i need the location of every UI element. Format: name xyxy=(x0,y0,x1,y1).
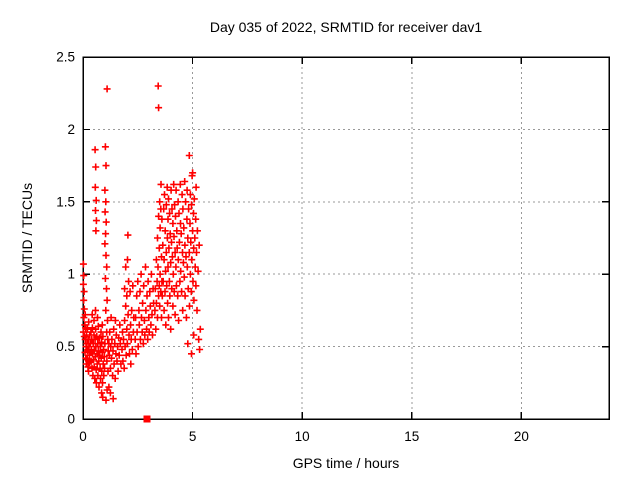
plot-border xyxy=(82,56,610,420)
y-tick-label: 1.5 xyxy=(56,194,75,209)
y-tick-label: 2 xyxy=(67,122,75,137)
y-tick-label: 0 xyxy=(67,412,75,427)
square-marker xyxy=(143,415,151,423)
chart-title: Day 035 of 2022, SRMTID for receiver dav… xyxy=(209,19,483,35)
x-tick-label: 5 xyxy=(189,429,197,444)
y-tick-label: 1 xyxy=(67,267,75,282)
axis-ticks xyxy=(82,56,609,420)
x-tick-label: 15 xyxy=(404,429,419,444)
scatter-points xyxy=(79,82,204,404)
x-tick-label: 10 xyxy=(295,429,310,444)
y-tick-label: 0.5 xyxy=(56,339,75,354)
x-tick-label: 0 xyxy=(79,429,87,444)
y-tick-label: 2.5 xyxy=(56,50,75,65)
x-tick-label: 20 xyxy=(514,429,529,444)
x-axis-label: GPS time / hours xyxy=(292,455,400,471)
grid-lines xyxy=(83,57,609,419)
